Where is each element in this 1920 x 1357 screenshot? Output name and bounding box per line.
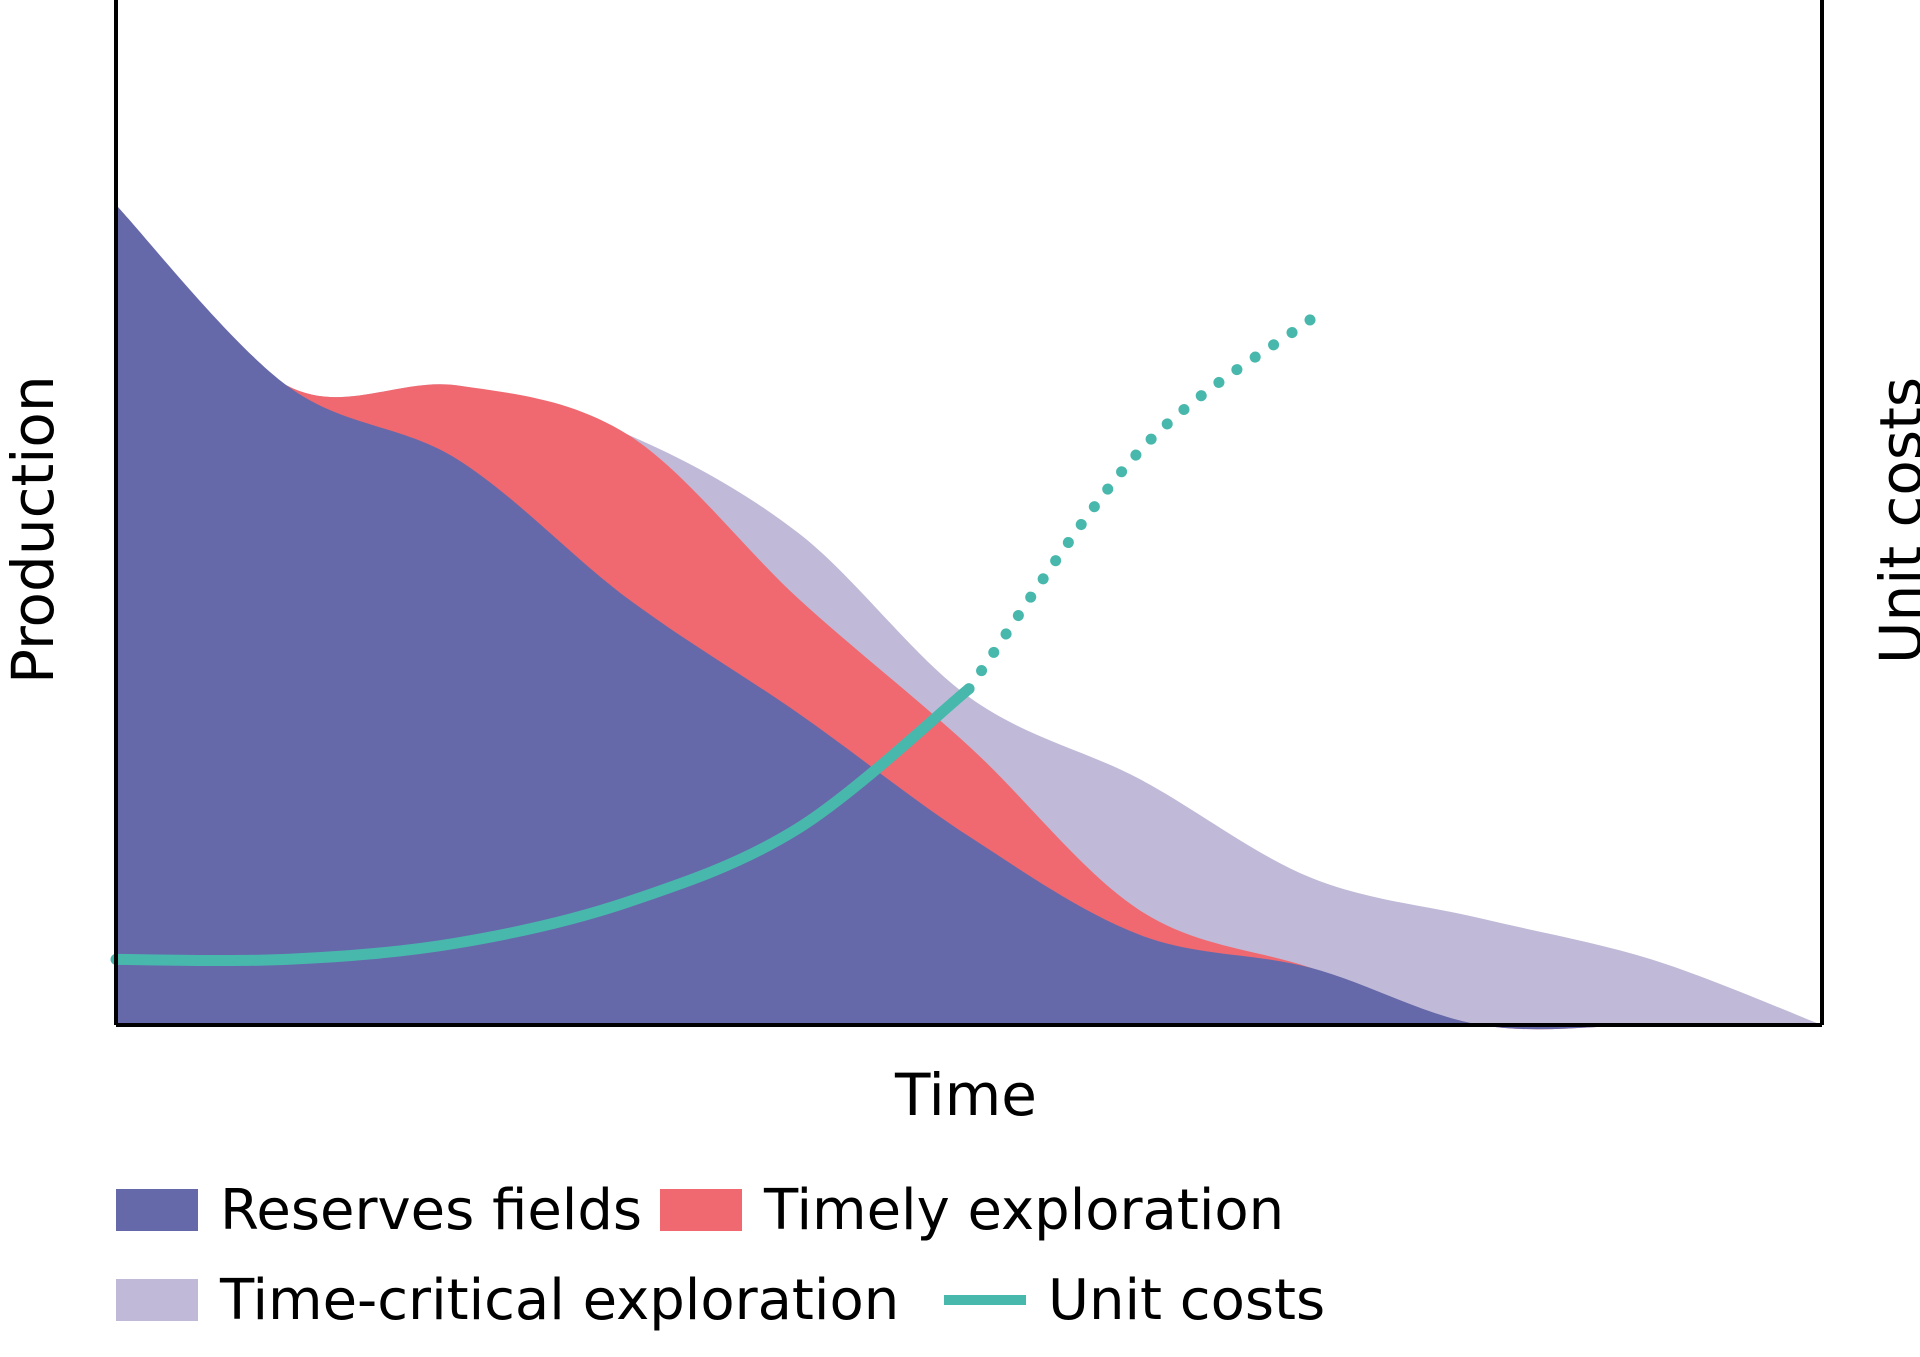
x-axis-label: Time [895,1061,1037,1129]
area-reserves-fields [116,205,1822,1030]
y-axis-label: Production [0,375,67,684]
plot-frame [114,0,1824,1027]
y2-axis-label: Unit costs [1867,376,1920,664]
line-unit-costs [110,683,975,967]
line-unit-costs-projection [963,314,1316,695]
